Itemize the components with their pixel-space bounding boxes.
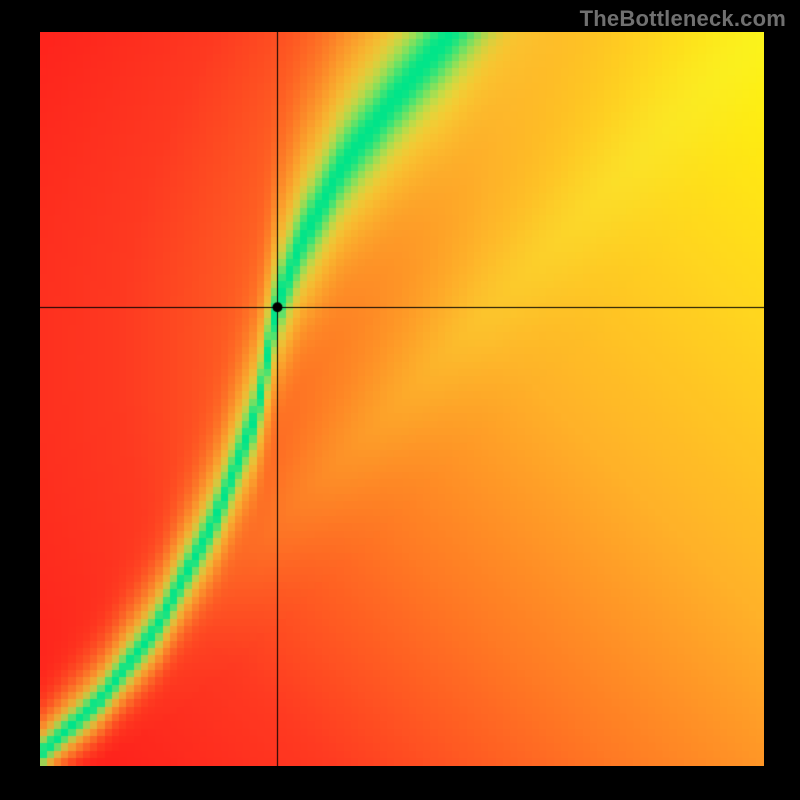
chart-container: TheBottleneck.com (0, 0, 800, 800)
attribution-text: TheBottleneck.com (580, 6, 786, 32)
heatmap-canvas (40, 32, 764, 766)
heatmap-plot (40, 32, 764, 766)
